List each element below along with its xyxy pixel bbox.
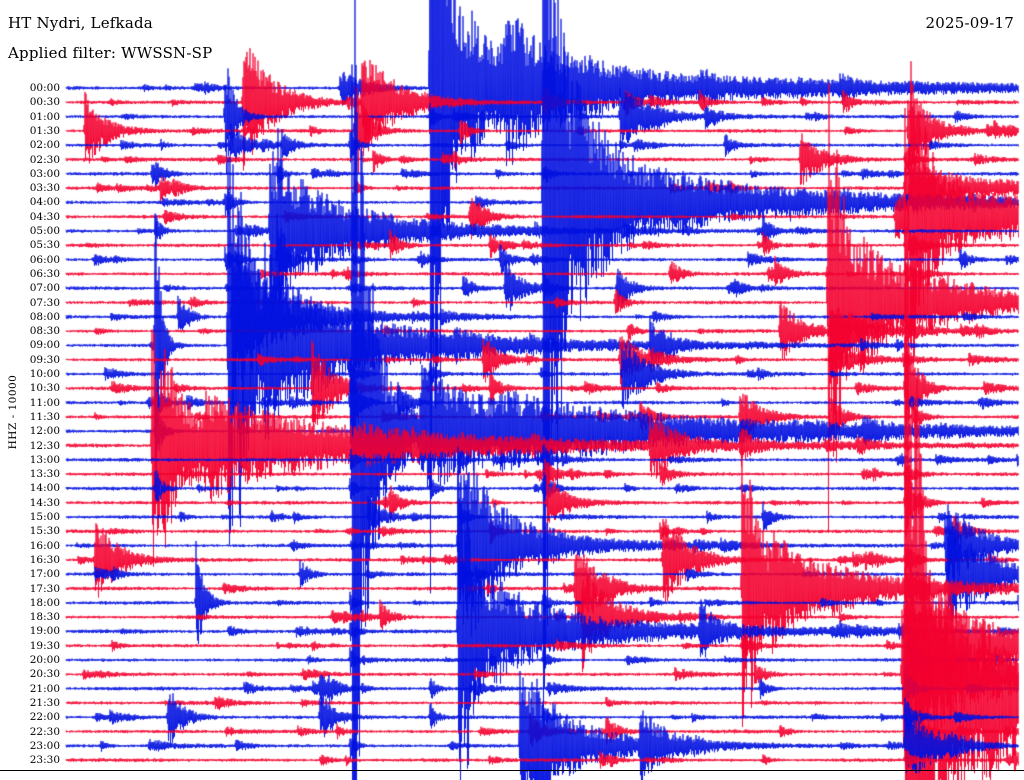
bottom-axis-line (0, 770, 1024, 771)
station-title: HT Nydri, Lefkada (8, 14, 153, 32)
filter-label: Applied filter: WWSSN-SP (8, 44, 213, 62)
channel-scale-label: HHZ - 10000 (7, 374, 19, 450)
date-label: 2025-09-17 (925, 14, 1014, 32)
